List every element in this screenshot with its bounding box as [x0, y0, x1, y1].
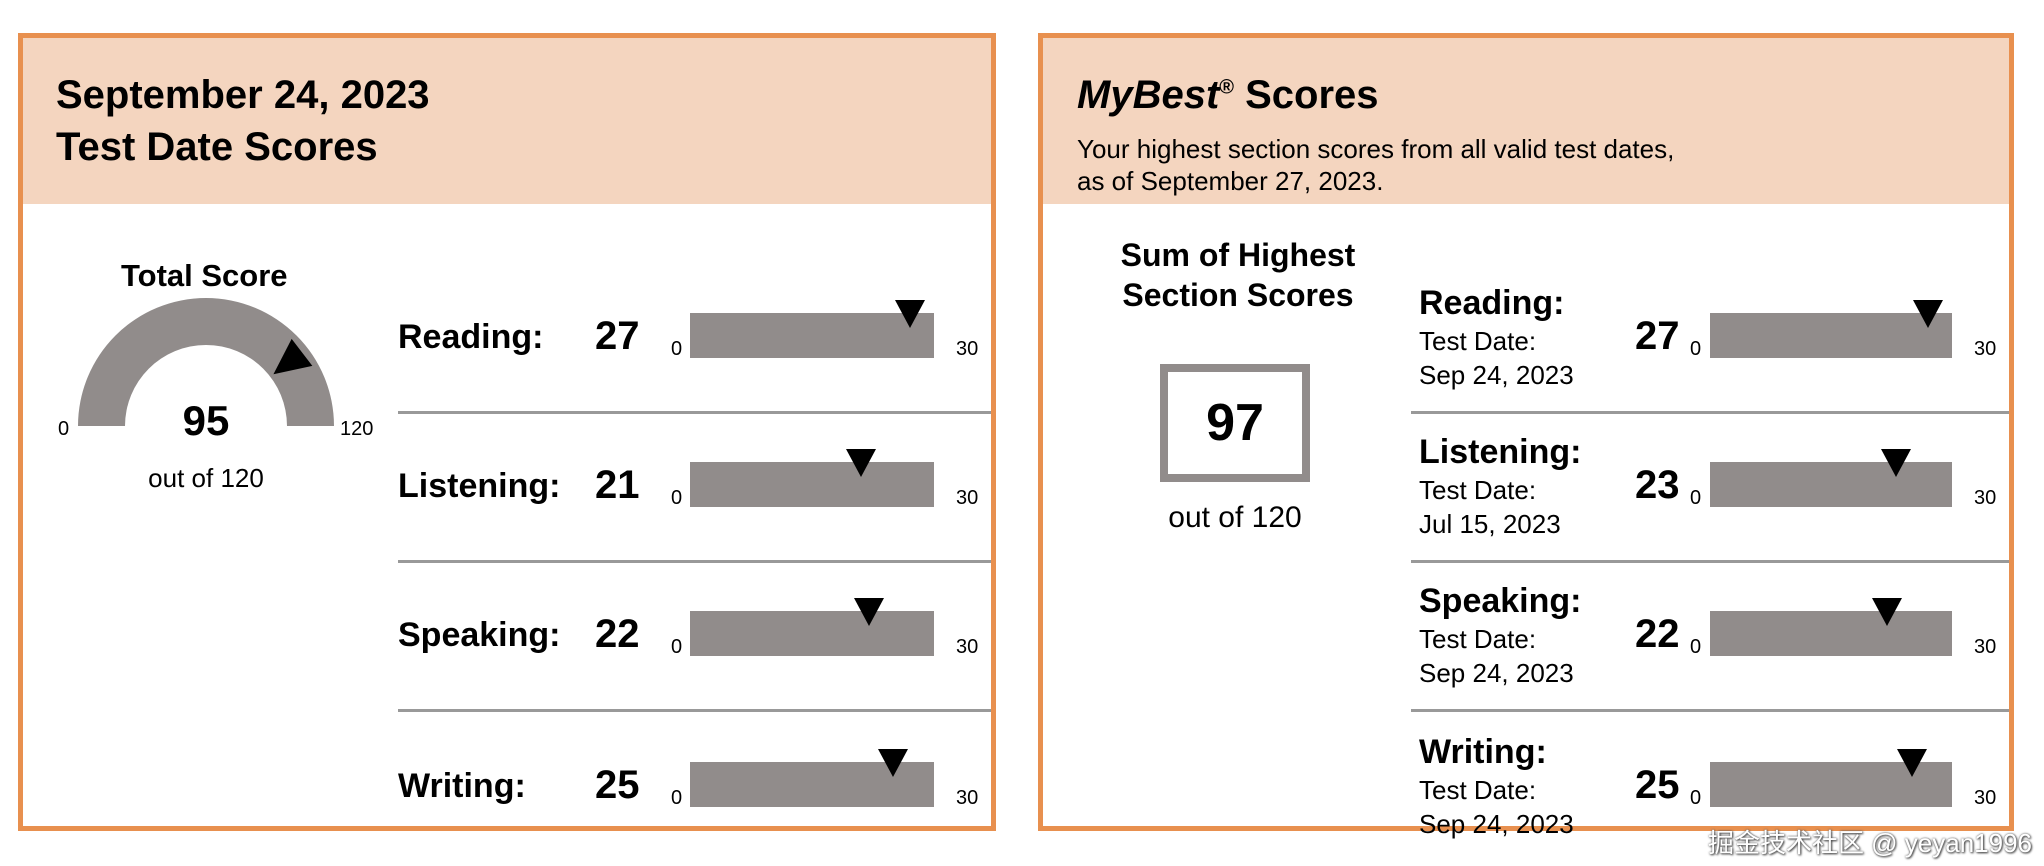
section-label: Writing: [398, 767, 526, 805]
section-score: 22 [1635, 612, 1680, 656]
bar-min-label: 0 [671, 487, 683, 509]
total-score-value: 95 [182, 397, 230, 444]
section-label: Writing: [1419, 733, 1547, 771]
bar-max-label: 30 [1974, 787, 1997, 809]
sum-value-box: 97 [1160, 364, 1310, 482]
mybest-title: MyBest® Scores [1077, 72, 1379, 118]
bar-max-label: 30 [956, 338, 979, 360]
score-marker [878, 749, 909, 777]
panel-header: September 24, 2023 Test Date Scores [23, 38, 991, 204]
gauge-arc [78, 298, 334, 426]
test-date-value: Jul 15, 2023 [1419, 509, 1561, 539]
test-date-title: September 24, 2023 [56, 73, 430, 117]
row-divider [1411, 709, 2009, 712]
section-score: 27 [595, 314, 640, 358]
test-date-label: Test Date: [1419, 624, 1537, 654]
total-score-gauge [78, 298, 334, 426]
gauge-max-label: 120 [340, 418, 374, 440]
bar-max-label: 30 [1974, 487, 1997, 509]
score-bar [690, 313, 934, 358]
test-date-value: Sep 24, 2023 [1419, 360, 1574, 390]
mybest-scores-panel: MyBest® Scores Your highest section scor… [1038, 33, 2014, 839]
gauge-marker [273, 338, 313, 375]
test-date-subtitle: Test Date Scores [56, 125, 378, 169]
row-divider [398, 560, 991, 563]
test-date-scores-panel: September 24, 2023 Test Date Scores Tota… [18, 33, 996, 831]
score-bar [690, 611, 934, 656]
mybest-subtitle-2: as of September 27, 2023. [1077, 166, 1384, 196]
bar-min-label: 0 [1690, 487, 1702, 509]
section-score: 27 [1635, 314, 1680, 358]
test-date-label: Test Date: [1419, 326, 1537, 356]
section-score: 25 [1635, 763, 1680, 807]
mybest-brand: MyBest [1077, 73, 1220, 117]
test-date-value: Sep 24, 2023 [1419, 658, 1574, 688]
bar-min-label: 0 [671, 787, 683, 809]
panel-header: MyBest® Scores Your highest section scor… [1043, 38, 2009, 204]
section-score: 25 [595, 763, 640, 807]
bar-max-label: 30 [956, 787, 979, 809]
section-label: Reading: [1419, 284, 1565, 322]
score-bar [1710, 611, 1952, 656]
score-marker [853, 598, 884, 626]
gauge-min-label: 0 [58, 418, 70, 440]
row-divider [398, 411, 991, 414]
bar-min-label: 0 [671, 636, 683, 658]
row-divider [1411, 560, 2009, 563]
row-divider [398, 709, 991, 712]
section-label: Speaking: [1419, 582, 1582, 620]
row-divider [1411, 411, 2009, 414]
section-label: Listening: [398, 467, 561, 505]
mybest-subtitle-1: Your highest section scores from all val… [1077, 134, 1675, 164]
test-date-value: Sep 24, 2023 [1419, 809, 1574, 839]
section-label: Listening: [1419, 433, 1582, 471]
total-score-label: Total Score [121, 258, 288, 293]
bar-max-label: 30 [956, 636, 979, 658]
sum-label-line2: Section Scores [1122, 277, 1354, 313]
score-bar [690, 462, 934, 507]
score-marker [1880, 449, 1911, 477]
test-date-label: Test Date: [1419, 475, 1537, 505]
section-score: 21 [595, 463, 640, 507]
mybest-title-rest: Scores [1234, 73, 1379, 117]
score-bar [1710, 462, 1952, 507]
section-score: 23 [1635, 463, 1680, 507]
score-marker [845, 449, 876, 477]
bar-max-label: 30 [1974, 338, 1997, 360]
registered-mark: ® [1219, 76, 1235, 99]
score-marker [894, 300, 925, 328]
score-marker [1912, 300, 1943, 328]
bar-max-label: 30 [1974, 636, 1997, 658]
bar-min-label: 0 [671, 338, 683, 360]
section-label: Speaking: [398, 616, 561, 654]
sum-out-of: out of 120 [1168, 501, 1302, 534]
score-bar [1710, 313, 1952, 358]
bar-min-label: 0 [1690, 787, 1702, 809]
score-marker [1896, 749, 1927, 777]
section-label: Reading: [398, 318, 544, 356]
score-marker [1872, 598, 1903, 626]
section-score: 22 [595, 612, 640, 656]
test-date-label: Test Date: [1419, 775, 1537, 805]
watermark: 掘金技术社区 @ yeyan1996 [1707, 828, 2032, 858]
bar-min-label: 0 [1690, 338, 1702, 360]
bar-max-label: 30 [956, 487, 979, 509]
bar-min-label: 0 [1690, 636, 1702, 658]
total-out-of: out of 120 [148, 463, 264, 493]
sum-label-line1: Sum of Highest [1120, 237, 1356, 273]
